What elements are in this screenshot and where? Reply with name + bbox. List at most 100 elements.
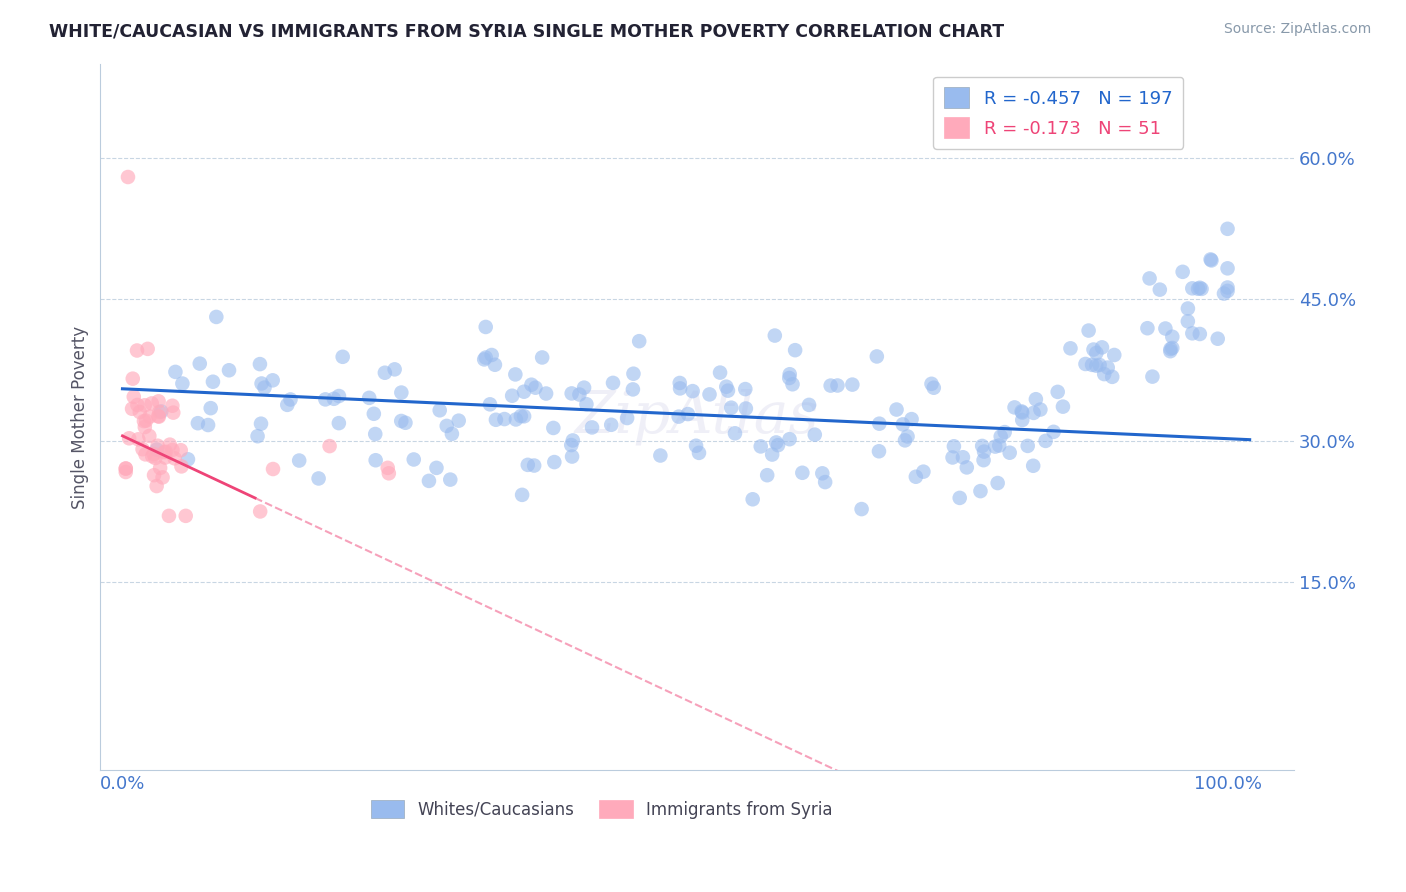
Point	[543, 455, 565, 469]
Point	[1216, 280, 1239, 294]
Point	[766, 438, 789, 452]
Point	[561, 386, 583, 401]
Point	[765, 435, 787, 450]
Point	[146, 439, 169, 453]
Point	[1052, 400, 1074, 414]
Point	[575, 397, 598, 411]
Point	[163, 451, 186, 466]
Point	[969, 484, 991, 499]
Point	[827, 378, 849, 392]
Point	[152, 470, 174, 484]
Point	[364, 453, 387, 467]
Point	[734, 401, 756, 416]
Point	[516, 458, 538, 472]
Point	[188, 357, 211, 371]
Point	[364, 427, 387, 442]
Point	[150, 404, 173, 418]
Point	[779, 432, 801, 446]
Point	[117, 169, 139, 184]
Point	[1160, 342, 1182, 356]
Point	[1104, 348, 1126, 362]
Point	[1091, 340, 1114, 354]
Point	[250, 417, 273, 431]
Point	[891, 417, 914, 432]
Point	[669, 381, 692, 395]
Point	[389, 385, 412, 400]
Point	[148, 409, 170, 424]
Point	[797, 398, 820, 412]
Point	[779, 368, 801, 382]
Point	[1142, 369, 1164, 384]
Point	[792, 466, 814, 480]
Point	[1177, 314, 1199, 328]
Point	[374, 366, 396, 380]
Point	[165, 365, 187, 379]
Point	[1206, 332, 1229, 346]
Point	[1025, 392, 1047, 407]
Point	[474, 351, 496, 365]
Point	[128, 405, 150, 419]
Point	[170, 459, 193, 474]
Point	[851, 502, 873, 516]
Point	[623, 367, 645, 381]
Point	[1011, 405, 1033, 419]
Point	[174, 508, 197, 523]
Point	[820, 378, 842, 392]
Point	[523, 458, 546, 473]
Point	[143, 450, 166, 465]
Point	[141, 449, 163, 463]
Point	[568, 387, 591, 401]
Point	[200, 401, 222, 416]
Point	[136, 342, 159, 356]
Point	[134, 398, 156, 412]
Point	[602, 376, 624, 390]
Point	[676, 407, 699, 421]
Point	[949, 491, 972, 505]
Point	[1216, 222, 1239, 236]
Point	[155, 450, 177, 465]
Point	[131, 442, 153, 457]
Point	[1161, 330, 1184, 344]
Point	[142, 447, 165, 461]
Point	[709, 366, 731, 380]
Point	[218, 363, 240, 377]
Point	[127, 433, 149, 447]
Point	[141, 396, 163, 410]
Point	[280, 392, 302, 407]
Point	[628, 334, 651, 348]
Point	[952, 450, 974, 465]
Point	[581, 420, 603, 434]
Point	[328, 389, 350, 403]
Point	[501, 389, 523, 403]
Point	[145, 442, 167, 457]
Point	[1059, 341, 1081, 355]
Point	[262, 373, 284, 387]
Point	[121, 401, 143, 416]
Point	[956, 460, 979, 475]
Point	[118, 431, 141, 445]
Point	[262, 462, 284, 476]
Point	[1077, 324, 1099, 338]
Point	[685, 439, 707, 453]
Point	[394, 416, 416, 430]
Point	[761, 448, 783, 462]
Point	[668, 409, 690, 424]
Point	[866, 350, 889, 364]
Point	[439, 473, 461, 487]
Point	[162, 399, 184, 413]
Point	[1101, 369, 1123, 384]
Point	[134, 420, 156, 434]
Point	[127, 398, 149, 412]
Point	[763, 328, 786, 343]
Point	[122, 390, 145, 404]
Point	[250, 376, 273, 391]
Point	[741, 492, 763, 507]
Point	[134, 447, 156, 461]
Point	[384, 362, 406, 376]
Point	[717, 384, 740, 398]
Point	[249, 504, 271, 518]
Point	[132, 414, 155, 428]
Point	[322, 392, 344, 406]
Point	[429, 403, 451, 417]
Point	[481, 348, 503, 362]
